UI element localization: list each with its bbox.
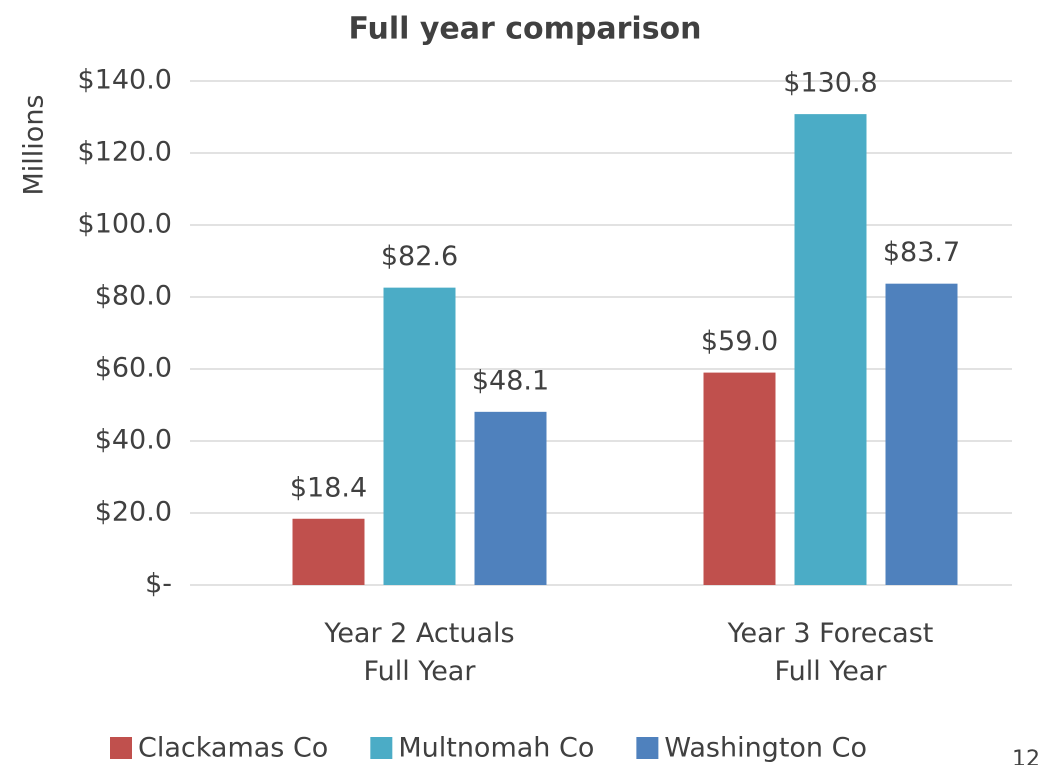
bar: [885, 283, 958, 585]
y-tick-label: $100.0: [78, 209, 172, 240]
x-tick-label: Year 3 Forecast Full Year: [727, 618, 934, 687]
bar: [794, 114, 867, 586]
data-label: $48.1: [472, 365, 549, 396]
data-label: $130.8: [783, 68, 877, 99]
bar: [703, 372, 776, 585]
y-tick-label: $80.0: [95, 281, 172, 312]
y-tick-label: $60.0: [95, 353, 172, 384]
y-tick-label: $120.0: [78, 137, 172, 168]
bar: [474, 411, 547, 585]
bar: [383, 287, 456, 585]
x-tick-label: Year 2 Actuals Full Year: [324, 618, 515, 687]
legend-swatch: [110, 737, 132, 759]
y-axis-label: Millions: [19, 95, 50, 196]
y-tick-label: $20.0: [95, 497, 172, 528]
legend-label: Clackamas Co: [138, 733, 328, 764]
legend-label: Washington Co: [664, 733, 867, 764]
legend-swatch: [370, 737, 393, 759]
data-label: $59.0: [701, 326, 778, 357]
chart-title: Full year comparison: [348, 12, 701, 47]
data-label: $82.6: [381, 241, 458, 272]
y-tick-label: $40.0: [95, 425, 172, 456]
legend-swatch: [636, 737, 659, 759]
data-label: $83.7: [883, 237, 960, 268]
page-number: 12: [1012, 747, 1040, 765]
y-tick-label: $140.0: [78, 65, 172, 96]
bar: [292, 518, 365, 585]
data-label: $18.4: [290, 472, 367, 503]
legend-label: Multnomah Co: [398, 733, 594, 764]
y-tick-label: $-: [145, 569, 172, 600]
